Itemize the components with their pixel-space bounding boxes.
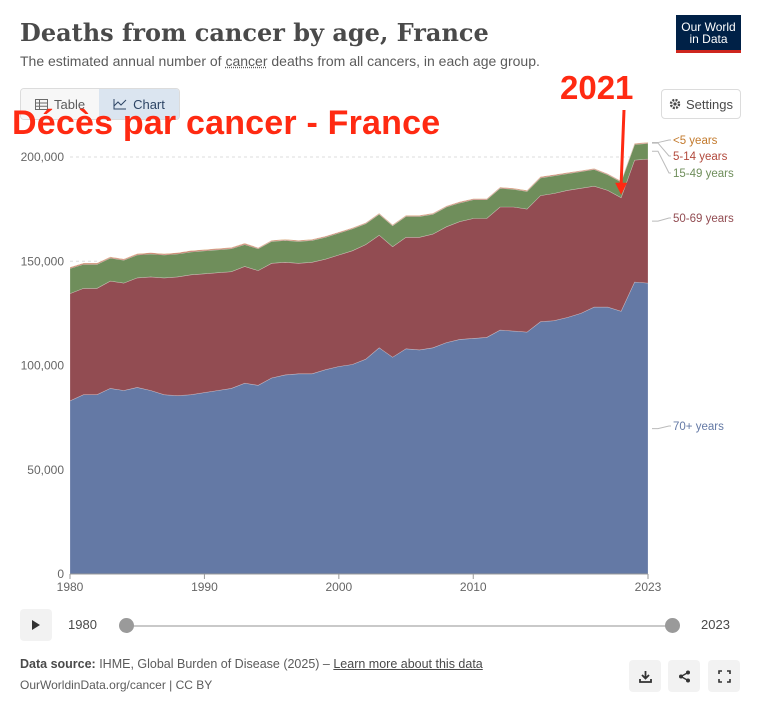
logo-line-2: in Data: [689, 32, 728, 46]
timeline-start-handle[interactable]: [119, 618, 134, 633]
view-tabs: Table Chart: [20, 88, 180, 120]
download-icon: [638, 670, 652, 683]
timeline-end-handle[interactable]: [665, 618, 680, 633]
y-tick-label: 50,000: [27, 463, 64, 477]
x-tick-label: 2023: [635, 580, 662, 594]
share-button[interactable]: [668, 660, 700, 692]
x-tick-label: 1980: [57, 580, 84, 594]
legend-label: 70+ years: [673, 421, 724, 433]
overlay-annotation-title: Décès par cancer - France: [12, 104, 441, 142]
credit-line: OurWorldinData.org/cancer | CC BY: [20, 678, 213, 692]
legend-label: 5-14 years: [673, 151, 728, 163]
legend-label: 50-69 years: [673, 213, 734, 225]
source-text: IHME, Global Burden of Disease (2025) –: [95, 657, 334, 671]
page-title: Deaths from cancer by age, France: [20, 18, 489, 47]
tab-chart-label: Chart: [133, 96, 165, 112]
learn-more-link[interactable]: Learn more about this data: [333, 657, 483, 671]
y-tick-label: 0: [57, 567, 64, 581]
owid-logo[interactable]: Our World in Data: [676, 15, 741, 53]
share-icon: [678, 670, 690, 682]
source-label: Data source:: [20, 657, 96, 671]
annotation-arrow-head: [615, 182, 628, 195]
annotation-arrow-shaft: [619, 109, 626, 185]
area-series: [69, 158, 649, 402]
chart-icon: [113, 99, 127, 110]
timeline-start-label: 1980: [68, 617, 97, 632]
legend-label: <5 years: [673, 135, 718, 147]
x-tick-label: 2010: [460, 580, 487, 594]
subtitle-pre: The estimated annual number of: [20, 53, 226, 69]
data-source: Data source: IHME, Global Burden of Dise…: [20, 657, 483, 671]
x-tick-label: 2000: [325, 580, 352, 594]
overlay-annotation-year: 2021: [560, 69, 634, 106]
legend-label: 15-49 years: [673, 168, 734, 180]
legend-connector: [652, 425, 671, 430]
settings-label: Settings: [686, 96, 733, 112]
tab-table-label: Table: [54, 96, 86, 112]
legend-connector: [652, 139, 671, 144]
fullscreen-icon: [717, 669, 731, 683]
fullscreen-button[interactable]: [708, 660, 740, 692]
y-tick-label: 150,000: [21, 254, 65, 268]
tab-table[interactable]: Table: [21, 89, 100, 119]
timeline-end-label: 2023: [701, 617, 730, 632]
play-icon: [32, 620, 40, 630]
gear-icon: [669, 98, 681, 110]
download-button[interactable]: [629, 660, 661, 692]
legend-connector: [652, 217, 671, 222]
settings-button[interactable]: Settings: [661, 89, 741, 119]
timeline-track[interactable]: [126, 625, 672, 627]
y-tick-label: 100,000: [21, 359, 65, 373]
subtitle-post: deaths from all cancers, in each age gro…: [267, 53, 540, 69]
page-subtitle: The estimated annual number of cancer de…: [20, 53, 540, 69]
legend-connector: [652, 142, 671, 157]
subtitle-link[interactable]: cancer: [225, 53, 268, 69]
legend-connector: [652, 150, 671, 174]
logo-line-1: Our World: [681, 20, 736, 34]
table-icon: [35, 98, 48, 110]
y-tick-label: 200,000: [21, 150, 65, 164]
tab-chart[interactable]: Chart: [99, 89, 179, 119]
x-tick-label: 1990: [191, 580, 218, 594]
play-button[interactable]: [20, 609, 52, 641]
area-series: [69, 142, 649, 269]
